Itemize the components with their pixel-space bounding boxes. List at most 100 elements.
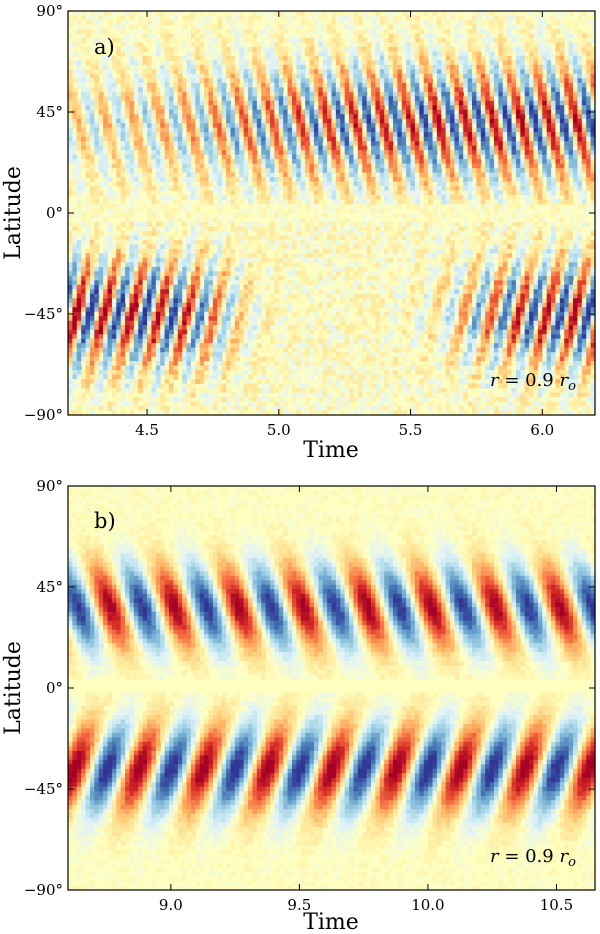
heatmap-cell bbox=[256, 213, 262, 219]
heatmap-cell bbox=[318, 145, 324, 151]
heatmap-cell bbox=[103, 204, 109, 210]
heatmap-cell bbox=[155, 343, 161, 349]
heatmap-cell bbox=[169, 11, 174, 17]
heatmap-cell bbox=[94, 248, 100, 254]
heatmap-cell bbox=[125, 55, 131, 61]
heatmap-cell bbox=[322, 73, 328, 79]
heatmap-cell bbox=[76, 361, 82, 367]
heatmap-cell bbox=[68, 19, 73, 26]
heatmap-cell bbox=[331, 316, 337, 322]
heatmap-cell bbox=[89, 87, 95, 93]
heatmap-cell bbox=[68, 217, 73, 223]
heatmap-cell bbox=[226, 37, 232, 44]
heatmap-cell bbox=[125, 11, 131, 17]
heatmap-cell bbox=[313, 15, 319, 21]
heatmap-cell bbox=[190, 365, 196, 371]
heatmap-cell bbox=[278, 181, 284, 187]
heatmap-cell bbox=[89, 338, 95, 344]
heatmap-cell bbox=[169, 123, 174, 129]
heatmap-cell bbox=[248, 208, 254, 214]
heatmap-cell bbox=[138, 105, 144, 111]
heatmap-cell bbox=[208, 55, 214, 61]
heatmap-cell bbox=[177, 284, 183, 290]
heatmap-cell bbox=[305, 172, 311, 178]
heatmap-cell bbox=[243, 19, 249, 26]
heatmap-cell bbox=[300, 11, 306, 17]
heatmap-cell bbox=[309, 109, 315, 115]
heatmap-cell bbox=[256, 226, 262, 232]
heatmap-cell bbox=[98, 114, 104, 120]
heatmap-cell bbox=[125, 96, 131, 102]
heatmap-cell bbox=[243, 370, 249, 376]
heatmap-cell bbox=[243, 361, 249, 367]
heatmap-cell bbox=[335, 356, 341, 362]
heatmap-cell bbox=[313, 213, 319, 219]
heatmap-cell bbox=[204, 239, 210, 246]
heatmap-cell bbox=[318, 69, 324, 75]
heatmap-cell bbox=[164, 150, 170, 156]
heatmap-cell bbox=[107, 338, 113, 344]
heatmap-cell bbox=[287, 159, 293, 165]
heatmap-cell bbox=[309, 235, 315, 241]
heatmap-cell bbox=[173, 325, 179, 331]
heatmap-cell bbox=[138, 248, 144, 254]
heatmap-cell bbox=[287, 136, 293, 142]
heatmap-cell bbox=[98, 320, 104, 326]
heatmap-cell bbox=[103, 370, 109, 376]
heatmap-cell bbox=[287, 239, 293, 246]
heatmap-cell bbox=[221, 325, 227, 331]
heatmap-cell bbox=[76, 388, 82, 394]
heatmap-cell bbox=[331, 271, 337, 277]
heatmap-cell bbox=[182, 221, 188, 228]
heatmap-cell bbox=[243, 87, 249, 93]
heatmap-cell bbox=[305, 257, 311, 263]
heatmap-cell bbox=[313, 123, 319, 129]
heatmap-cell bbox=[296, 365, 302, 371]
heatmap-cell bbox=[230, 163, 236, 169]
heatmap-cell bbox=[252, 172, 258, 178]
heatmap-cell bbox=[173, 199, 179, 205]
heatmap-cell bbox=[89, 73, 95, 79]
heatmap-cell bbox=[195, 307, 201, 313]
heatmap-cell bbox=[85, 329, 91, 335]
heatmap-cell bbox=[151, 141, 157, 147]
heatmap-cell bbox=[256, 388, 262, 394]
heatmap-cell bbox=[133, 118, 139, 124]
heatmap-cell bbox=[256, 374, 262, 380]
heatmap-cell bbox=[129, 352, 135, 358]
heatmap-cell bbox=[85, 401, 91, 407]
heatmap-cell bbox=[322, 91, 328, 97]
heatmap-cell bbox=[322, 361, 328, 367]
heatmap-cell bbox=[287, 410, 293, 416]
heatmap-cell bbox=[116, 379, 122, 385]
heatmap-cell bbox=[103, 82, 109, 88]
heatmap-cell bbox=[169, 114, 174, 120]
heatmap-cell bbox=[212, 334, 218, 340]
heatmap-cell bbox=[212, 289, 218, 295]
heatmap-cell bbox=[261, 329, 267, 335]
heatmap-cell bbox=[230, 397, 236, 403]
heatmap-cell bbox=[133, 33, 139, 39]
heatmap-cell bbox=[335, 204, 341, 210]
heatmap-cell bbox=[261, 73, 267, 79]
heatmap-cell bbox=[300, 356, 306, 362]
heatmap-cell bbox=[85, 33, 91, 39]
heatmap-cell bbox=[129, 361, 135, 367]
heatmap-cell bbox=[305, 365, 311, 371]
heatmap-cell bbox=[120, 19, 126, 26]
heatmap-cell bbox=[76, 266, 82, 272]
heatmap-cell bbox=[133, 73, 139, 79]
heatmap-cell bbox=[291, 132, 297, 138]
heatmap-cell bbox=[327, 293, 333, 299]
heatmap-cell bbox=[116, 105, 122, 111]
heatmap-cell bbox=[256, 230, 262, 237]
heatmap-cell bbox=[89, 397, 95, 403]
heatmap-cell bbox=[89, 114, 95, 120]
heatmap-cell bbox=[81, 105, 87, 111]
heatmap-cell bbox=[103, 114, 109, 120]
heatmap-cell bbox=[274, 307, 280, 313]
heatmap-cell bbox=[107, 365, 113, 371]
heatmap-cell bbox=[230, 127, 236, 133]
heatmap-cell bbox=[199, 46, 205, 52]
heatmap-cell bbox=[103, 293, 109, 299]
